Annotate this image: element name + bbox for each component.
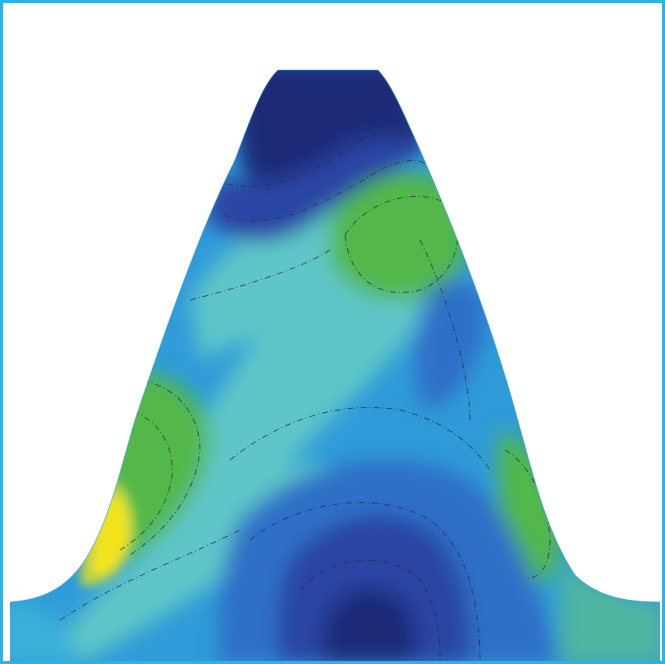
tip-blue-ring xyxy=(205,136,425,241)
tooth-outline xyxy=(9,69,661,603)
corner-right xyxy=(560,560,660,664)
contour-lines xyxy=(59,130,551,664)
blue-right-stream xyxy=(414,279,487,408)
green-upper-right xyxy=(330,173,469,300)
tip-navy xyxy=(236,70,424,200)
corner-left xyxy=(10,600,80,664)
root-navy xyxy=(323,587,417,664)
hotspot-yellow xyxy=(92,495,129,574)
